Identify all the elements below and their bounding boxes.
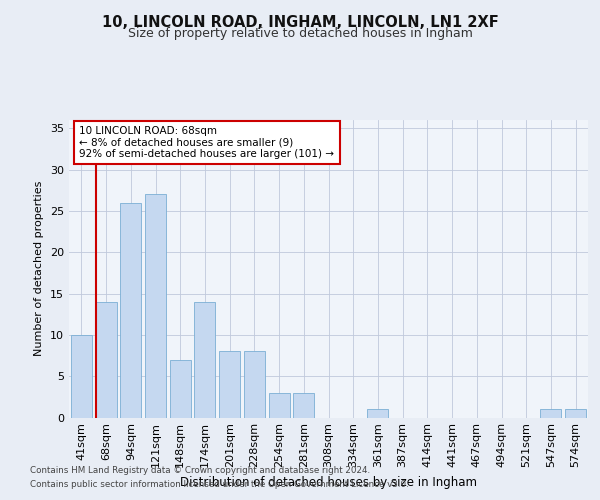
Bar: [95, 302, 116, 418]
Bar: [293, 392, 314, 417]
Bar: [367, 409, 388, 418]
Bar: [219, 352, 240, 418]
Text: Size of property relative to detached houses in Ingham: Size of property relative to detached ho…: [128, 28, 472, 40]
Bar: [244, 352, 265, 418]
Bar: [565, 409, 586, 418]
Bar: [120, 202, 141, 418]
Y-axis label: Number of detached properties: Number of detached properties: [34, 181, 44, 356]
Bar: [541, 409, 562, 418]
Text: Contains HM Land Registry data © Crown copyright and database right 2024.: Contains HM Land Registry data © Crown c…: [30, 466, 370, 475]
Bar: [194, 302, 215, 418]
Bar: [145, 194, 166, 418]
Bar: [269, 392, 290, 417]
Bar: [170, 360, 191, 418]
X-axis label: Distribution of detached houses by size in Ingham: Distribution of detached houses by size …: [180, 476, 477, 489]
Text: Contains public sector information licensed under the Open Government Licence v3: Contains public sector information licen…: [30, 480, 409, 489]
Bar: [71, 335, 92, 417]
Text: 10, LINCOLN ROAD, INGHAM, LINCOLN, LN1 2XF: 10, LINCOLN ROAD, INGHAM, LINCOLN, LN1 2…: [101, 15, 499, 30]
Text: 10 LINCOLN ROAD: 68sqm
← 8% of detached houses are smaller (9)
92% of semi-detac: 10 LINCOLN ROAD: 68sqm ← 8% of detached …: [79, 126, 334, 159]
